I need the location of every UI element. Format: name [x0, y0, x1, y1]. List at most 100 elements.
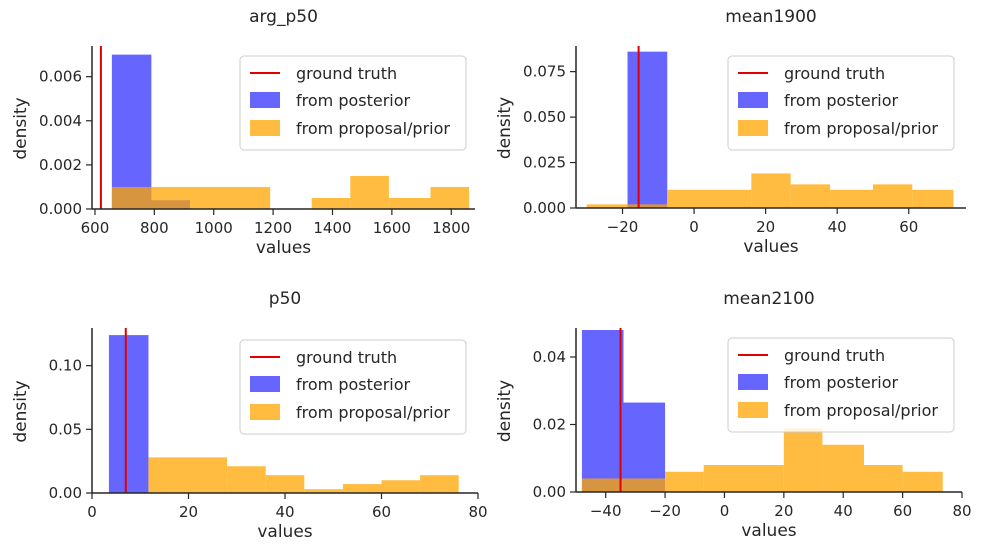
series-posterior — [627, 51, 668, 208]
histogram-bar — [311, 197, 351, 209]
x-tick-label: 80 — [952, 502, 971, 520]
x-tick-label: 20 — [756, 218, 775, 236]
histogram-bar — [151, 186, 271, 209]
histogram-bar — [304, 489, 343, 493]
histogram-bar — [111, 186, 152, 209]
legend-ground-truth-label: ground truth — [784, 64, 885, 83]
histogram-bar — [667, 189, 752, 208]
series-posterior — [111, 54, 190, 209]
histogram-bar — [586, 204, 628, 208]
x-tick-label: 0 — [720, 502, 730, 520]
x-tick-label: 1800 — [432, 219, 470, 237]
x-tick-label: −40 — [590, 502, 622, 520]
histogram-bar — [822, 444, 865, 492]
histogram-bar — [830, 189, 873, 208]
x-tick-label: −20 — [649, 502, 681, 520]
x-tick-label: 40 — [828, 218, 847, 236]
histogram-bar — [581, 330, 624, 492]
histogram-bar — [623, 478, 666, 492]
x-tick-label: 20 — [774, 502, 793, 520]
legend-swatch-posterior — [250, 376, 280, 392]
x-tick-label: 60 — [899, 218, 918, 236]
x-tick-label: 1000 — [195, 219, 233, 237]
y-axis-label: density — [495, 380, 515, 442]
y-tick-label: 0.000 — [523, 199, 566, 217]
histogram-bar — [342, 484, 382, 493]
legend: ground truth from posterior from proposal/… — [239, 55, 467, 151]
legend-label-posterior: from posterior — [784, 91, 899, 110]
legend-ground-truth-label: ground truth — [784, 346, 885, 365]
histogram-bar — [627, 204, 668, 208]
y-tick-label: 0.10 — [49, 357, 82, 375]
legend-label-posterior: from posterior — [296, 375, 411, 394]
histogram-bar — [265, 475, 305, 493]
histogram-bar — [111, 54, 152, 209]
histogram-bar — [790, 184, 831, 208]
chart-title: mean1900 — [725, 7, 816, 27]
legend-swatch-proposal-prior — [250, 120, 280, 136]
legend-frame — [727, 337, 955, 433]
chart-title: mean2100 — [723, 289, 814, 309]
legend-frame — [239, 55, 467, 151]
legend: ground truth from posterior from proposal/… — [239, 339, 467, 435]
chart-title: p50 — [269, 289, 301, 309]
legend-ground-truth-label: ground truth — [296, 64, 397, 83]
x-tick-label: 0 — [87, 503, 97, 521]
legend-frame — [727, 55, 955, 151]
legend-label-proposal-prior: from proposal/prior — [296, 119, 450, 138]
legend-label-posterior: from posterior — [296, 91, 411, 110]
y-axis-label: density — [495, 97, 515, 159]
legend-frame — [239, 339, 467, 435]
histogram-bar — [627, 51, 668, 208]
x-tick-label: −20 — [607, 218, 639, 236]
series-posterior — [581, 330, 666, 492]
histogram-bar — [108, 335, 149, 493]
y-tick-label: 0.02 — [533, 416, 566, 434]
y-tick-label: 0.000 — [39, 200, 82, 218]
x-tick-label: 80 — [468, 503, 487, 521]
series-proposal-prior — [586, 173, 954, 208]
histogram-bar — [912, 189, 954, 208]
y-tick-label: 0.00 — [49, 484, 82, 502]
y-tick-label: 0.050 — [523, 108, 566, 126]
histogram-bar — [703, 465, 784, 492]
histogram-bar — [350, 175, 389, 209]
x-tick-label: 0 — [689, 218, 699, 236]
subplot-arg-p50: arg_p50 600 800 1000 1200 1400 1600 1800 0.000 0.… — [11, 7, 475, 258]
chart-title: arg_p50 — [249, 7, 318, 27]
histogram-bar — [902, 471, 943, 492]
x-axis-label: values — [256, 238, 311, 258]
histogram-bar — [783, 427, 823, 492]
histogram-bar — [665, 471, 704, 492]
x-tick-label: 60 — [372, 503, 391, 521]
legend-label-proposal-prior: from proposal/prior — [296, 403, 450, 422]
series-proposal-prior — [111, 175, 470, 209]
histogram-bar — [751, 173, 791, 208]
legend-swatch-posterior — [738, 374, 768, 390]
legend: ground truth from posterior from proposal/… — [727, 55, 955, 151]
histogram-bar — [872, 184, 913, 208]
subplot-mean1900: mean1900 −20 0 20 40 60 0.000 0.025 0.050 0.075 va… — [495, 7, 966, 257]
series-proposal-prior — [148, 457, 459, 493]
histogram-bar — [623, 402, 666, 492]
legend-swatch-posterior — [738, 92, 768, 108]
legend: ground truth from posterior from proposal/… — [727, 337, 955, 433]
y-tick-label: 0.04 — [533, 348, 566, 366]
legend-label-posterior: from posterior — [784, 373, 899, 392]
x-axis-label: values — [743, 237, 798, 257]
y-tick-label: 0.004 — [39, 112, 82, 130]
legend-swatch-proposal-prior — [738, 402, 768, 418]
series-proposal-prior — [581, 427, 943, 492]
histogram-bar — [430, 186, 470, 209]
x-tick-label: 60 — [893, 502, 912, 520]
legend-swatch-proposal-prior — [250, 404, 280, 420]
y-tick-label: 0.00 — [533, 483, 566, 501]
x-tick-label: 600 — [81, 219, 110, 237]
y-tick-label: 0.05 — [49, 420, 82, 438]
x-tick-label: 1400 — [313, 219, 351, 237]
legend-label-proposal-prior: from proposal/prior — [784, 119, 938, 138]
x-tick-label: 20 — [179, 503, 198, 521]
legend-swatch-proposal-prior — [738, 120, 768, 136]
x-tick-label: 1200 — [254, 219, 292, 237]
histogram-bar — [381, 480, 421, 493]
